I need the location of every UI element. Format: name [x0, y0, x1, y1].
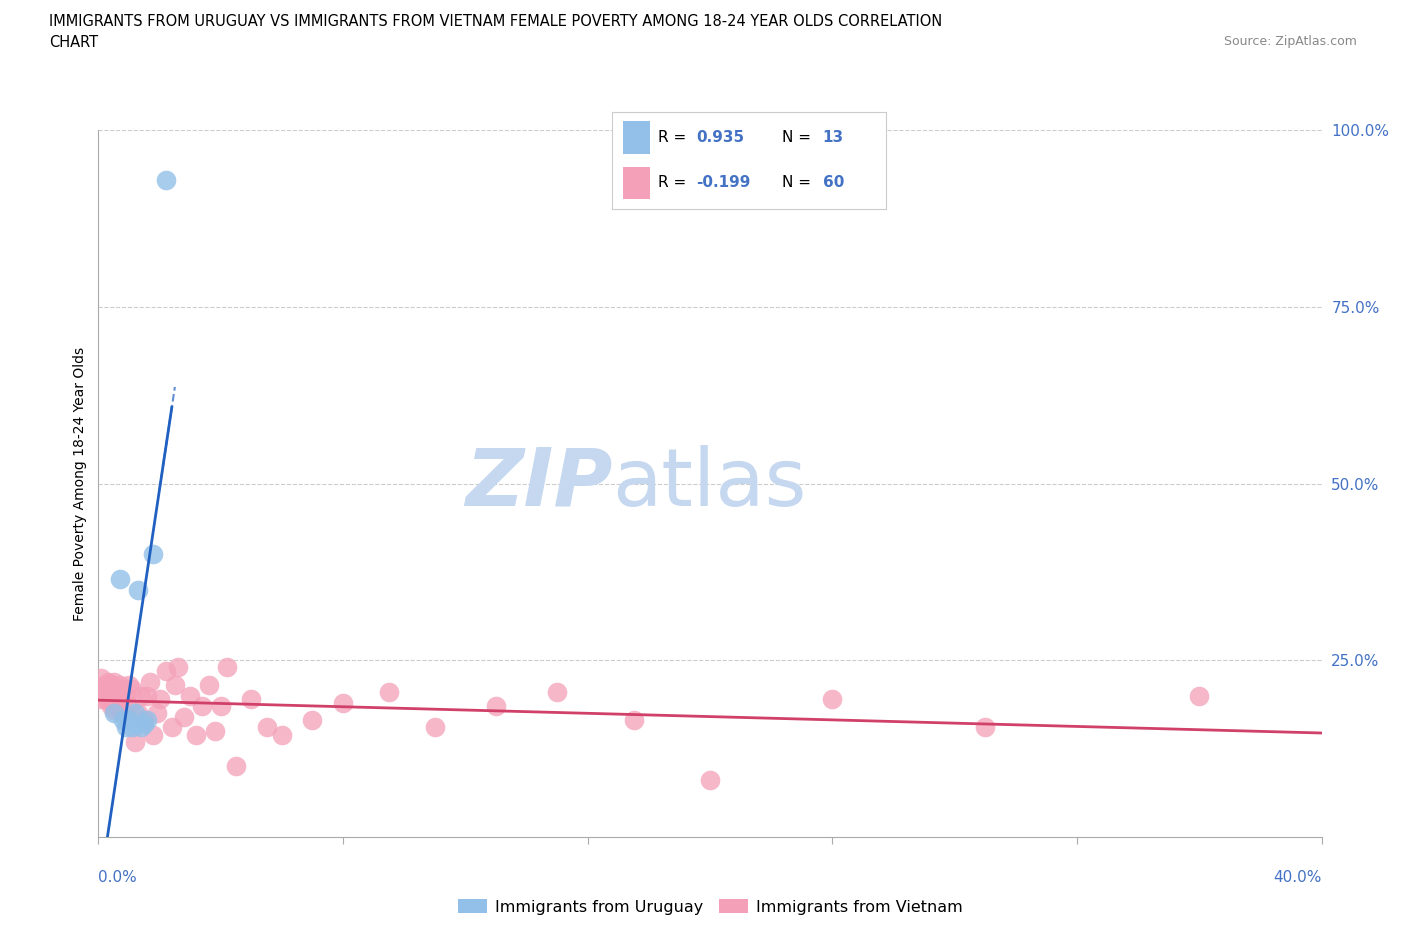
Point	[332, 696, 354, 711]
Point	[105, 692, 128, 707]
Point	[90, 692, 112, 707]
Point	[209, 698, 232, 713]
Text: 60: 60	[823, 176, 844, 191]
Point	[108, 572, 131, 587]
Point	[179, 688, 201, 703]
Point	[93, 684, 115, 699]
Y-axis label: Female Poverty Among 18-24 Year Olds: Female Poverty Among 18-24 Year Olds	[73, 347, 87, 620]
Text: IMMIGRANTS FROM URUGUAY VS IMMIGRANTS FROM VIETNAM FEMALE POVERTY AMONG 18-24 YE: IMMIGRANTS FROM URUGUAY VS IMMIGRANTS FR…	[49, 14, 942, 29]
Point	[90, 671, 112, 685]
Text: -0.199: -0.199	[696, 176, 751, 191]
Point	[97, 681, 120, 696]
Point	[134, 716, 156, 731]
Point	[155, 663, 177, 678]
Point	[103, 702, 125, 717]
Point	[129, 688, 152, 703]
Point	[134, 713, 156, 728]
Point	[142, 727, 165, 742]
Point	[163, 678, 186, 693]
Point	[100, 678, 122, 693]
Text: atlas: atlas	[612, 445, 807, 523]
Point	[97, 674, 120, 689]
Point	[160, 720, 183, 735]
Point	[155, 172, 177, 187]
Point	[256, 720, 278, 735]
Point	[149, 692, 172, 707]
Point	[215, 660, 238, 675]
Point	[136, 713, 159, 728]
Point	[118, 698, 141, 713]
Point	[115, 720, 138, 735]
Point	[121, 720, 143, 735]
Point	[118, 678, 141, 693]
Point	[129, 720, 152, 735]
Text: ZIP: ZIP	[465, 445, 612, 523]
Text: N =: N =	[782, 130, 815, 145]
Text: N =: N =	[782, 176, 815, 191]
Point	[127, 706, 149, 721]
Point	[423, 720, 446, 735]
Point	[145, 706, 167, 721]
Point	[111, 706, 134, 721]
Point	[1188, 688, 1211, 703]
Point	[270, 727, 292, 742]
Point	[167, 660, 190, 675]
Point	[121, 681, 143, 696]
Point	[115, 688, 138, 703]
Point	[103, 688, 125, 703]
Point	[204, 724, 226, 738]
Point	[301, 713, 323, 728]
Point	[623, 713, 645, 728]
Point	[186, 727, 208, 742]
Legend: Immigrants from Uruguay, Immigrants from Vietnam: Immigrants from Uruguay, Immigrants from…	[451, 893, 969, 921]
Text: R =: R =	[658, 176, 692, 191]
Point	[197, 678, 219, 693]
Point	[139, 674, 162, 689]
Point	[103, 674, 125, 689]
Text: R =: R =	[658, 130, 692, 145]
Text: Source: ZipAtlas.com: Source: ZipAtlas.com	[1223, 35, 1357, 48]
Point	[97, 692, 120, 707]
Point	[225, 759, 247, 774]
Point	[108, 678, 131, 693]
Bar	[623, 122, 650, 153]
Point	[485, 698, 508, 713]
Point	[111, 681, 134, 696]
Point	[136, 688, 159, 703]
Bar	[623, 167, 650, 200]
Point	[93, 678, 115, 693]
Point	[173, 710, 195, 724]
Point	[124, 734, 146, 749]
Text: 40.0%: 40.0%	[1274, 870, 1322, 884]
Point	[100, 698, 122, 713]
Point	[100, 692, 122, 707]
Point	[191, 698, 214, 713]
Point	[142, 547, 165, 562]
Point	[699, 773, 721, 788]
Point	[93, 692, 115, 707]
Point	[546, 684, 568, 699]
Text: CHART: CHART	[49, 35, 98, 50]
Point	[118, 713, 141, 728]
Point	[127, 582, 149, 597]
Point	[105, 681, 128, 696]
Point	[974, 720, 997, 735]
Point	[240, 692, 263, 707]
Text: 0.935: 0.935	[696, 130, 745, 145]
Text: 0.0%: 0.0%	[98, 870, 138, 884]
Point	[108, 698, 131, 713]
Point	[378, 684, 401, 699]
Point	[103, 706, 125, 721]
Point	[111, 713, 134, 728]
Text: 13: 13	[823, 130, 844, 145]
Point	[821, 692, 844, 707]
Point	[124, 706, 146, 721]
